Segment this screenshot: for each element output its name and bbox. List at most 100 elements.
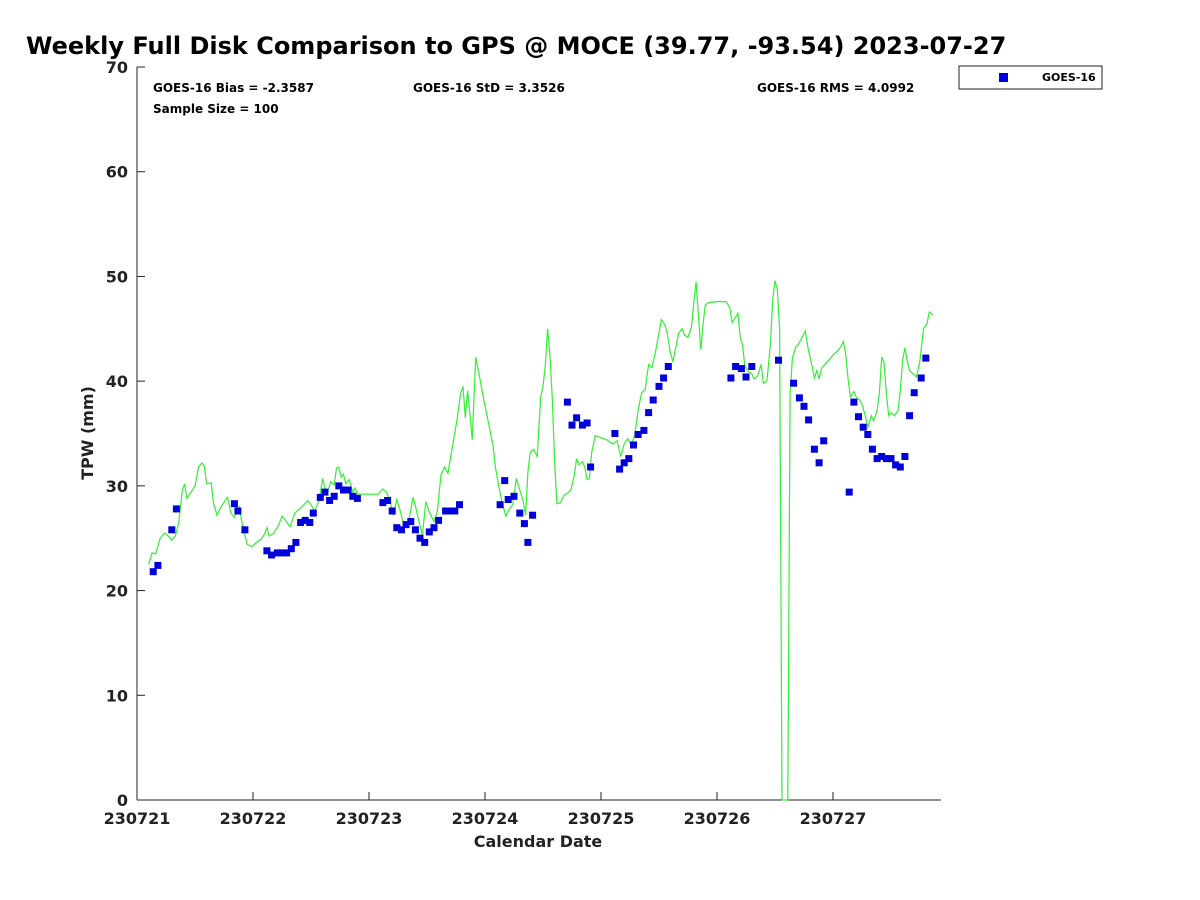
goes-16-point <box>344 486 352 494</box>
goes-16-point <box>640 426 648 434</box>
legend-label: GOES-16 <box>1042 71 1096 84</box>
goes-16-point <box>241 526 249 534</box>
stat-bias: GOES-16 Bias = -2.3587 <box>153 81 314 95</box>
goes-16-point <box>910 389 918 397</box>
goes-16-point <box>563 398 571 406</box>
legend-box <box>958 65 1103 90</box>
y-axis-label: TPW (mm) <box>78 386 97 480</box>
goes-16-point <box>516 509 524 517</box>
goes-16-point <box>388 507 396 515</box>
goes-16-point <box>742 373 750 381</box>
goes-16-point <box>340 486 347 494</box>
goes-16-point <box>611 430 619 437</box>
goes-16-point <box>425 528 433 536</box>
goes-16-point <box>402 521 410 529</box>
goes-16-series <box>149 354 930 576</box>
x-axis-label: Calendar Date <box>474 832 603 851</box>
goes-16-point <box>353 494 361 502</box>
goes-16-point <box>278 549 286 557</box>
goes-16-point <box>922 354 930 362</box>
legend-marker-icon <box>999 73 1008 82</box>
goes-16-point <box>510 492 518 500</box>
goes-16-point <box>583 419 591 427</box>
goes-16-point <box>620 459 628 467</box>
goes-16-point <box>230 500 238 508</box>
gps-series <box>148 280 934 801</box>
goes-16-point <box>442 507 450 515</box>
goes-16-point <box>906 412 914 420</box>
x-tick-label: 230721 <box>104 809 171 828</box>
goes-16-point <box>393 524 401 532</box>
goes-16-point <box>297 519 305 526</box>
goes-16-point <box>568 421 576 429</box>
goes-16-point <box>737 365 745 373</box>
x-tick-label: 230724 <box>452 809 519 828</box>
goes-16-point <box>790 379 798 387</box>
goes-16-point <box>850 398 858 406</box>
goes-16-point <box>451 507 459 515</box>
goes-16-point <box>775 356 782 364</box>
goes-16-point <box>845 488 853 496</box>
goes-16-point <box>800 402 808 410</box>
goes-16-point <box>292 538 300 546</box>
goes-16-point <box>901 453 909 460</box>
goes-16-point <box>887 455 895 463</box>
goes-16-point <box>645 409 653 417</box>
goes-16-point <box>873 455 881 463</box>
goes-16-point <box>520 520 528 528</box>
goes-16-point <box>878 453 886 460</box>
goes-16-point <box>234 507 242 515</box>
goes-16-point <box>859 423 867 431</box>
goes-16-point <box>421 538 429 546</box>
goes-16-point <box>864 431 872 438</box>
goes-16-point <box>268 551 276 559</box>
goes-16-point <box>795 394 803 402</box>
y-tick-label: 0 <box>117 791 128 810</box>
goes-16-point <box>855 413 862 421</box>
goes-16-point <box>287 545 295 553</box>
stat-rms: GOES-16 RMS = 4.0992 <box>757 81 914 95</box>
goes-16-point <box>896 463 904 471</box>
goes-16-point <box>263 547 271 555</box>
goes-16-point <box>820 437 828 445</box>
goes-16-point <box>326 497 334 504</box>
y-tick-label: 40 <box>106 372 128 391</box>
y-ticks: 0 10 20 30 40 50 60 70 <box>106 58 145 810</box>
goes-16-point <box>524 538 532 546</box>
goes-16-point <box>398 526 405 534</box>
stat-sample-size: Sample Size = 100 <box>153 102 279 116</box>
goes-16-point <box>273 549 281 557</box>
goes-16-point <box>727 374 735 382</box>
goes-16-point <box>882 455 890 463</box>
goes-16-point <box>587 463 595 471</box>
goes-16-point <box>306 519 314 526</box>
goes-16-point <box>630 441 637 449</box>
goes-16-point <box>496 501 504 509</box>
goes-16-point <box>578 421 586 429</box>
x-tick-label: 230723 <box>336 809 403 828</box>
y-tick-label: 30 <box>106 477 128 496</box>
goes-16-point <box>154 561 162 569</box>
goes-16-point <box>283 549 291 557</box>
y-tick-label: 10 <box>106 686 128 705</box>
gps-line <box>148 280 934 801</box>
goes-16-point <box>435 516 443 524</box>
goes-16-point <box>456 501 463 509</box>
goes-16-point <box>868 445 876 453</box>
goes-16-point <box>655 382 663 390</box>
goes-16-point <box>172 505 180 513</box>
goes-16-point <box>446 507 454 515</box>
goes-16-point <box>168 526 176 534</box>
goes-16-point <box>805 416 813 424</box>
y-tick-label: 20 <box>106 582 128 601</box>
stat-std: GOES-16 StD = 3.3526 <box>413 81 565 95</box>
goes-16-point <box>529 511 537 519</box>
goes-16-point <box>748 363 756 370</box>
goes-16-point <box>379 499 387 507</box>
chart-title: Weekly Full Disk Comparison to GPS @ MOC… <box>26 32 1006 60</box>
goes-16-point <box>732 363 740 370</box>
legend: GOES-16 <box>958 65 1103 90</box>
y-tick-label: 50 <box>106 267 128 286</box>
goes-16-point <box>416 534 424 542</box>
